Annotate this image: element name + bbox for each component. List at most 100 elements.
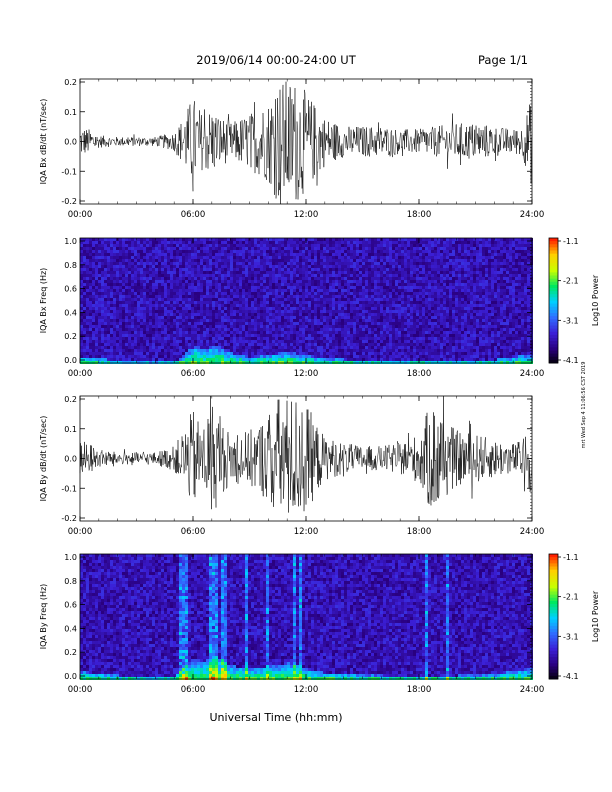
heatmap-cell: [197, 349, 200, 352]
heatmap-cell: [350, 307, 353, 310]
heatmap-cell: [317, 256, 320, 259]
heatmap-cell: [383, 328, 386, 331]
heatmap-cell: [341, 277, 344, 280]
heatmap-cell: [113, 352, 116, 355]
heatmap-cell: [248, 295, 251, 298]
heatmap-cell: [200, 241, 203, 244]
heatmap-cell: [152, 268, 155, 271]
heatmap-cell: [305, 238, 308, 241]
heatmap-cell: [335, 262, 338, 265]
heatmap-cell: [107, 343, 110, 346]
heatmap-cell: [86, 277, 89, 280]
heatmap-cell: [401, 241, 404, 244]
heatmap-cell: [260, 262, 263, 265]
heatmap-cell: [152, 310, 155, 313]
heatmap-cell: [410, 244, 413, 247]
heatmap-cell: [257, 340, 260, 343]
heatmap-cell: [416, 319, 419, 322]
heatmap-cell: [422, 268, 425, 271]
heatmap-cell: [374, 277, 377, 280]
heatmap-cell: [362, 340, 365, 343]
heatmap-cell: [83, 316, 86, 319]
heatmap-cell: [83, 292, 86, 295]
heatmap-cell: [350, 295, 353, 298]
heatmap-cell: [335, 352, 338, 355]
heatmap-cell: [383, 289, 386, 292]
heatmap-cell: [365, 268, 368, 271]
heatmap-cell: [143, 352, 146, 355]
heatmap-cell: [389, 349, 392, 352]
heatmap-cell: [272, 244, 275, 247]
heatmap-cell: [122, 280, 125, 283]
heatmap-cell: [119, 361, 122, 364]
heatmap-cell: [269, 268, 272, 271]
heatmap-cell: [302, 238, 305, 241]
heatmap-cell: [128, 256, 131, 259]
heatmap-cell: [137, 253, 140, 256]
heatmap-cell: [206, 283, 209, 286]
heatmap-cell: [419, 274, 422, 277]
heatmap-cell: [254, 316, 257, 319]
heatmap-cell: [350, 256, 353, 259]
heatmap-cell: [215, 256, 218, 259]
heatmap-cell: [221, 286, 224, 289]
heatmap-cell: [245, 292, 248, 295]
heatmap-cell: [374, 250, 377, 253]
heatmap-cell: [356, 358, 359, 361]
heatmap-cell: [185, 337, 188, 340]
heatmap-cell: [116, 313, 119, 316]
heatmap-cell: [215, 340, 218, 343]
heatmap-cell: [218, 274, 221, 277]
heatmap-cell: [239, 325, 242, 328]
heatmap-cell: [95, 358, 98, 361]
heatmap-cell: [113, 262, 116, 265]
heatmap-cell: [92, 346, 95, 349]
heatmap-cell: [287, 361, 290, 364]
heatmap-cell: [299, 316, 302, 319]
heatmap-cell: [137, 322, 140, 325]
heatmap-cell: [260, 247, 263, 250]
heatmap-cell: [281, 271, 284, 274]
heatmap-cell: [188, 349, 191, 352]
heatmap-cell: [302, 361, 305, 364]
heatmap-cell: [368, 316, 371, 319]
heatmap-cell: [356, 322, 359, 325]
heatmap-cell: [425, 319, 428, 322]
heatmap-cell: [344, 274, 347, 277]
heatmap-cell: [347, 280, 350, 283]
heatmap-cell: [164, 241, 167, 244]
heatmap-cell: [125, 304, 128, 307]
heatmap-cell: [281, 277, 284, 280]
heatmap-cell: [188, 343, 191, 346]
heatmap-cell: [377, 247, 380, 250]
heatmap-cell: [245, 256, 248, 259]
heatmap-cell: [275, 292, 278, 295]
heatmap-cell: [254, 244, 257, 247]
heatmap-cell: [107, 283, 110, 286]
heatmap-cell: [134, 331, 137, 334]
heatmap-cell: [257, 319, 260, 322]
heatmap-cell: [128, 238, 131, 241]
heatmap-cell: [176, 313, 179, 316]
heatmap-cell: [332, 283, 335, 286]
heatmap-cell: [197, 250, 200, 253]
heatmap-cell: [161, 355, 164, 358]
heatmap-cell: [149, 343, 152, 346]
heatmap-cell: [401, 328, 404, 331]
heatmap-cell: [314, 352, 317, 355]
heatmap-cell: [182, 361, 185, 364]
heatmap-cell: [308, 331, 311, 334]
heatmap-cell: [383, 358, 386, 361]
heatmap-cell: [374, 328, 377, 331]
heatmap-cell: [329, 262, 332, 265]
heatmap-cell: [260, 283, 263, 286]
heatmap-cell: [248, 316, 251, 319]
heatmap-cell: [419, 349, 422, 352]
heatmap-cell: [314, 316, 317, 319]
heatmap-cell: [110, 316, 113, 319]
heatmap-cell: [185, 343, 188, 346]
heatmap-cell: [296, 268, 299, 271]
heatmap-cell: [341, 334, 344, 337]
heatmap-cell: [164, 334, 167, 337]
heatmap-cell: [374, 322, 377, 325]
